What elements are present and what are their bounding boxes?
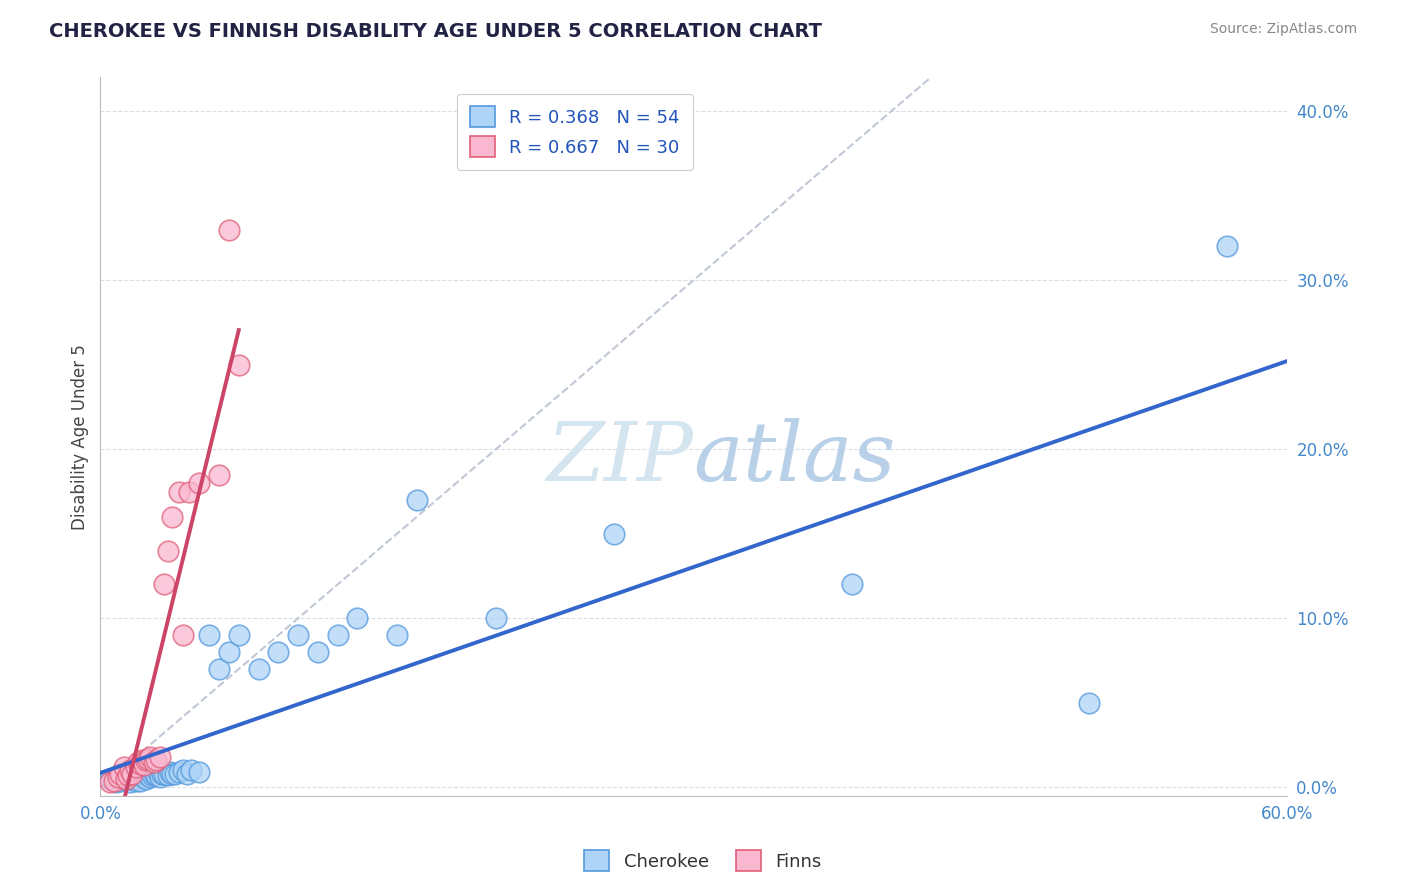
Text: CHEROKEE VS FINNISH DISABILITY AGE UNDER 5 CORRELATION CHART: CHEROKEE VS FINNISH DISABILITY AGE UNDER… <box>49 22 823 41</box>
Point <box>287 628 309 642</box>
Point <box>176 766 198 780</box>
Point <box>160 766 183 780</box>
Point <box>198 628 221 642</box>
Text: Source: ZipAtlas.com: Source: ZipAtlas.com <box>1209 22 1357 37</box>
Point <box>1077 696 1099 710</box>
Point <box>127 770 149 784</box>
Point <box>139 750 162 764</box>
Text: atlas: atlas <box>693 418 896 498</box>
Point <box>118 768 141 782</box>
Point <box>1216 239 1239 253</box>
Point <box>132 766 155 780</box>
Point <box>98 772 121 786</box>
Point <box>108 766 131 780</box>
Legend: Cherokee, Finns: Cherokee, Finns <box>576 843 830 879</box>
Point <box>142 766 165 780</box>
Point <box>122 772 145 786</box>
Point <box>121 766 143 780</box>
Point <box>228 628 250 642</box>
Point <box>188 476 211 491</box>
Text: ZIP: ZIP <box>547 418 693 498</box>
Point <box>156 543 179 558</box>
Legend: R = 0.368   N = 54, R = 0.667   N = 30: R = 0.368 N = 54, R = 0.667 N = 30 <box>457 94 693 169</box>
Point <box>150 766 173 780</box>
Point <box>172 628 194 642</box>
Point <box>118 775 141 789</box>
Point <box>131 753 153 767</box>
Point <box>159 765 181 780</box>
Point <box>218 222 240 236</box>
Point <box>156 768 179 782</box>
Point <box>135 772 157 786</box>
Point <box>127 755 149 769</box>
Point <box>405 493 427 508</box>
Point <box>346 611 368 625</box>
Point <box>128 756 150 771</box>
Point <box>149 770 172 784</box>
Point <box>603 526 626 541</box>
Point <box>385 628 408 642</box>
Point <box>141 768 163 782</box>
Point <box>485 611 508 625</box>
Point <box>188 765 211 780</box>
Point <box>117 768 139 782</box>
Point <box>115 770 138 784</box>
Point <box>103 773 125 788</box>
Point <box>115 772 138 786</box>
Point <box>125 760 148 774</box>
Point <box>218 645 240 659</box>
Point <box>136 751 159 765</box>
Point <box>169 484 191 499</box>
Point <box>128 764 150 778</box>
Point <box>841 577 863 591</box>
Point <box>112 772 135 786</box>
Point <box>108 766 131 780</box>
Point <box>228 358 250 372</box>
Point <box>142 755 165 769</box>
Point <box>165 766 187 780</box>
Point <box>172 764 194 778</box>
Point <box>145 768 167 782</box>
Point <box>125 768 148 782</box>
Point <box>128 768 150 782</box>
Point <box>169 765 191 780</box>
Point <box>136 768 159 782</box>
Point <box>149 750 172 764</box>
Point <box>179 484 201 499</box>
Point <box>125 773 148 788</box>
Point <box>132 758 155 772</box>
Point <box>208 467 231 482</box>
Point <box>208 662 231 676</box>
Point <box>146 765 169 780</box>
Point <box>112 760 135 774</box>
Point <box>326 628 349 642</box>
Point <box>145 753 167 767</box>
Point <box>135 753 157 767</box>
Point <box>180 764 202 778</box>
Point <box>152 766 174 780</box>
Point <box>160 509 183 524</box>
Point <box>118 772 141 786</box>
Point <box>107 770 129 784</box>
Point <box>98 775 121 789</box>
Point <box>105 775 128 789</box>
Point <box>307 645 329 659</box>
Point <box>108 773 131 788</box>
Point <box>118 764 141 778</box>
Point <box>132 770 155 784</box>
Y-axis label: Disability Age Under 5: Disability Age Under 5 <box>72 343 89 530</box>
Point <box>139 770 162 784</box>
Point <box>152 577 174 591</box>
Point <box>247 662 270 676</box>
Point <box>128 773 150 788</box>
Point <box>267 645 290 659</box>
